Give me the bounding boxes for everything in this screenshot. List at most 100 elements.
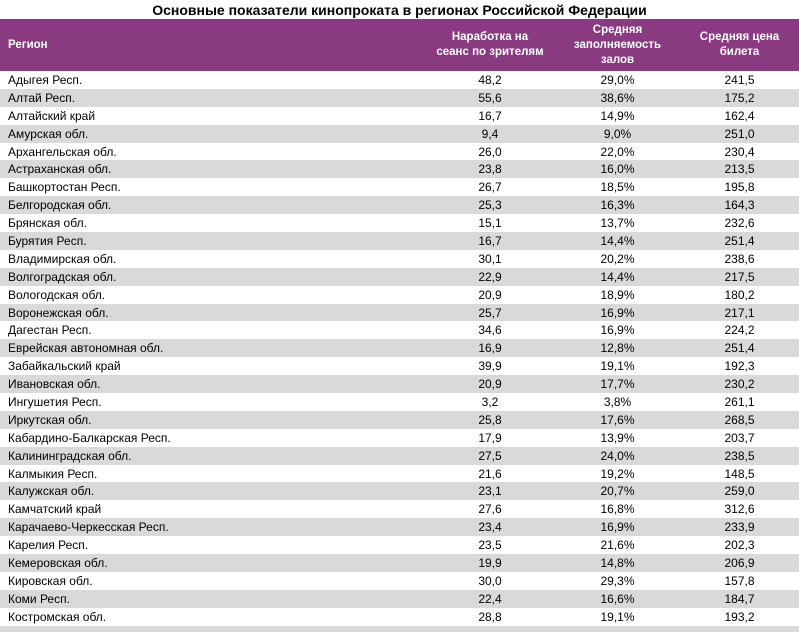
average-ticket-price-cell: 312,6 (724, 502, 755, 517)
average-ticket-price-cell: 238,5 (724, 448, 755, 463)
viewers-per-session-cell: 19,9 (478, 555, 502, 570)
table-body: Адыгея Респ. 48,2 29,0% 241,5 Алтай Респ… (0, 71, 799, 632)
viewers-per-session-cell: 30,1 (478, 251, 502, 266)
average-ticket-price-cell: 217,1 (724, 305, 755, 320)
viewers-per-session-cell: 23,8 (478, 162, 502, 177)
column-header-region: Регион (8, 38, 48, 51)
average-ticket-price-cell: 192,3 (724, 359, 755, 374)
average-ticket-price-cell (680, 626, 799, 632)
viewers-per-session-cell: 20,9 (478, 287, 502, 302)
region-cell: Коми Респ. (8, 591, 70, 606)
region-cell: Калужская обл. (8, 484, 95, 499)
table-row: Коми Респ. 22,4 16,6% 184,7 (0, 589, 799, 608)
viewers-per-session-cell: 16,7 (478, 233, 502, 248)
average-occupancy-cell: 16,6% (600, 591, 635, 606)
average-occupancy-cell: 13,7% (600, 216, 635, 231)
region-cell: Калининградская обл. (8, 448, 132, 463)
table-row: Ивановская обл. 20,9 17,7% 230,2 (0, 375, 799, 394)
average-ticket-price-cell: 180,2 (724, 287, 755, 302)
average-ticket-price-cell: 232,6 (724, 216, 755, 231)
table-row: Карачаево-Черкесская Респ. 23,4 16,9% 23… (0, 518, 799, 537)
table-row: Архангельская обл. 26,0 22,0% 230,4 (0, 142, 799, 161)
viewers-per-session-cell: 23,5 (478, 538, 502, 553)
table-row: Белгородская обл. 25,3 16,3% 164,3 (0, 196, 799, 215)
column-header-viewers-per-session: Наработка на сеанс по зрителям (436, 31, 544, 58)
region-cell: Кировская обл. (8, 573, 93, 588)
average-occupancy-cell: 13,9% (600, 430, 635, 445)
region-cell: Дагестан Респ. (8, 323, 92, 338)
average-ticket-price-cell: 268,5 (724, 412, 755, 427)
viewers-per-session-cell: 17,9 (478, 430, 502, 445)
average-ticket-price-cell: 193,2 (724, 609, 755, 624)
column-header-average-occupancy: Средняя заполняемость залов (573, 23, 662, 66)
region-cell: Башкортостан Респ. (8, 180, 121, 195)
region-cell: Архангельская обл. (8, 144, 117, 159)
viewers-per-session-cell: 30,0 (478, 573, 502, 588)
average-occupancy-cell: 17,6% (600, 412, 635, 427)
average-occupancy-cell: 12,8% (600, 341, 635, 356)
average-occupancy-cell: 19,1% (600, 359, 635, 374)
region-cell: Астраханская обл. (8, 162, 112, 177)
average-occupancy-cell: 14,4% (600, 233, 635, 248)
table-row: Калмыкия Респ. 21,6 19,2% 148,5 (0, 464, 799, 483)
table-row: Иркутская обл. 25,8 17,6% 268,5 (0, 410, 799, 429)
viewers-per-session-cell: 20,9 (478, 377, 502, 392)
average-occupancy-cell: 16,8% (600, 502, 635, 517)
region-cell: Амурская обл. (8, 126, 89, 141)
table-row: Кемеровская обл. 19,9 14,8% 206,9 (0, 554, 799, 572)
table-row: Ингушетия Респ. 3,2 3,8% 261,1 (0, 393, 799, 411)
average-occupancy-cell: 17,7% (600, 377, 635, 392)
region-cell: Забайкальский край (8, 359, 121, 374)
average-ticket-price-cell: 213,5 (724, 162, 755, 177)
average-ticket-price-cell: 217,5 (724, 269, 755, 284)
region-cell: Владимирская обл. (8, 251, 117, 266)
table-row: Забайкальский край 39,9 19,1% 192,3 (0, 357, 799, 376)
region-cell: Карелия Респ. (8, 538, 89, 553)
average-occupancy-cell: 9,0% (603, 126, 632, 141)
average-ticket-price-cell: 238,6 (724, 251, 755, 266)
average-occupancy-cell: 16,3% (600, 198, 635, 213)
average-ticket-price-cell: 261,1 (724, 394, 755, 409)
viewers-per-session-cell: 16,7 (478, 108, 502, 123)
table-row: Калининградская обл. 27,5 24,0% 238,5 (0, 446, 799, 465)
viewers-per-session-cell: 22,9 (478, 269, 502, 284)
average-occupancy-cell: 20,2% (600, 251, 635, 266)
table-row: Астраханская обл. 23,8 16,0% 213,5 (0, 160, 799, 179)
average-occupancy-cell: 14,4% (600, 269, 635, 284)
viewers-per-session-cell: 26,7 (478, 180, 502, 195)
region-cell: Кабардино-Балкарская Респ. (8, 430, 171, 445)
average-ticket-price-cell: 164,3 (724, 198, 755, 213)
table-row: Дагестан Респ. 34,6 16,9% 224,2 (0, 321, 799, 340)
table-row: Амурская обл. 9,4 9,0% 251,0 (0, 124, 799, 143)
viewers-per-session-cell: 16,9 (478, 341, 502, 356)
region-cell: Волгоградская обл. (8, 269, 117, 284)
viewers-per-session-cell: 34,6 (478, 323, 502, 338)
table-row: Еврейская автономная обл. 16,9 12,8% 251… (0, 339, 799, 358)
viewers-per-session-cell: 39,9 (478, 359, 502, 374)
viewers-per-session-cell: 25,8 (478, 412, 502, 427)
table-row: Воронежская обл. 25,7 16,9% 217,1 (0, 303, 799, 322)
average-ticket-price-cell: 148,5 (724, 466, 755, 481)
viewers-per-session-cell: 27,6 (478, 502, 502, 517)
region-cell: Бурятия Респ. (8, 233, 87, 248)
table-row: Владимирская обл. 30,1 20,2% 238,6 (0, 249, 799, 268)
average-occupancy-cell: 19,1% (600, 609, 635, 624)
average-ticket-price-cell: 224,2 (724, 323, 755, 338)
viewers-per-session-cell: 25,7 (478, 305, 502, 320)
table-row: Кировская обл. 30,0 29,3% 157,8 (0, 571, 799, 590)
region-cell: Костромская обл. (8, 609, 107, 624)
viewers-per-session-cell: 23,1 (478, 484, 502, 499)
table-row: Вологодская обл. 20,9 18,9% 180,2 (0, 285, 799, 304)
average-ticket-price-cell: 162,4 (724, 108, 755, 123)
region-cell: Карачаево-Черкесская Респ. (8, 520, 169, 535)
region-cell: Ивановская обл. (8, 377, 101, 392)
region-cell: Иркутская обл. (8, 412, 92, 427)
table-row: Алтайский край 16,7 14,9% 162,4 (0, 106, 799, 125)
average-occupancy-cell: 18,5% (600, 180, 635, 195)
table-row: Волгоградская обл. 22,9 14,4% 217,5 (0, 267, 799, 286)
average-ticket-price-cell: 202,3 (724, 538, 755, 553)
average-occupancy-cell: 16,9% (600, 323, 635, 338)
average-ticket-price-cell: 241,5 (724, 72, 755, 87)
table-row: Бурятия Респ. 16,7 14,4% 251,4 (0, 232, 799, 250)
